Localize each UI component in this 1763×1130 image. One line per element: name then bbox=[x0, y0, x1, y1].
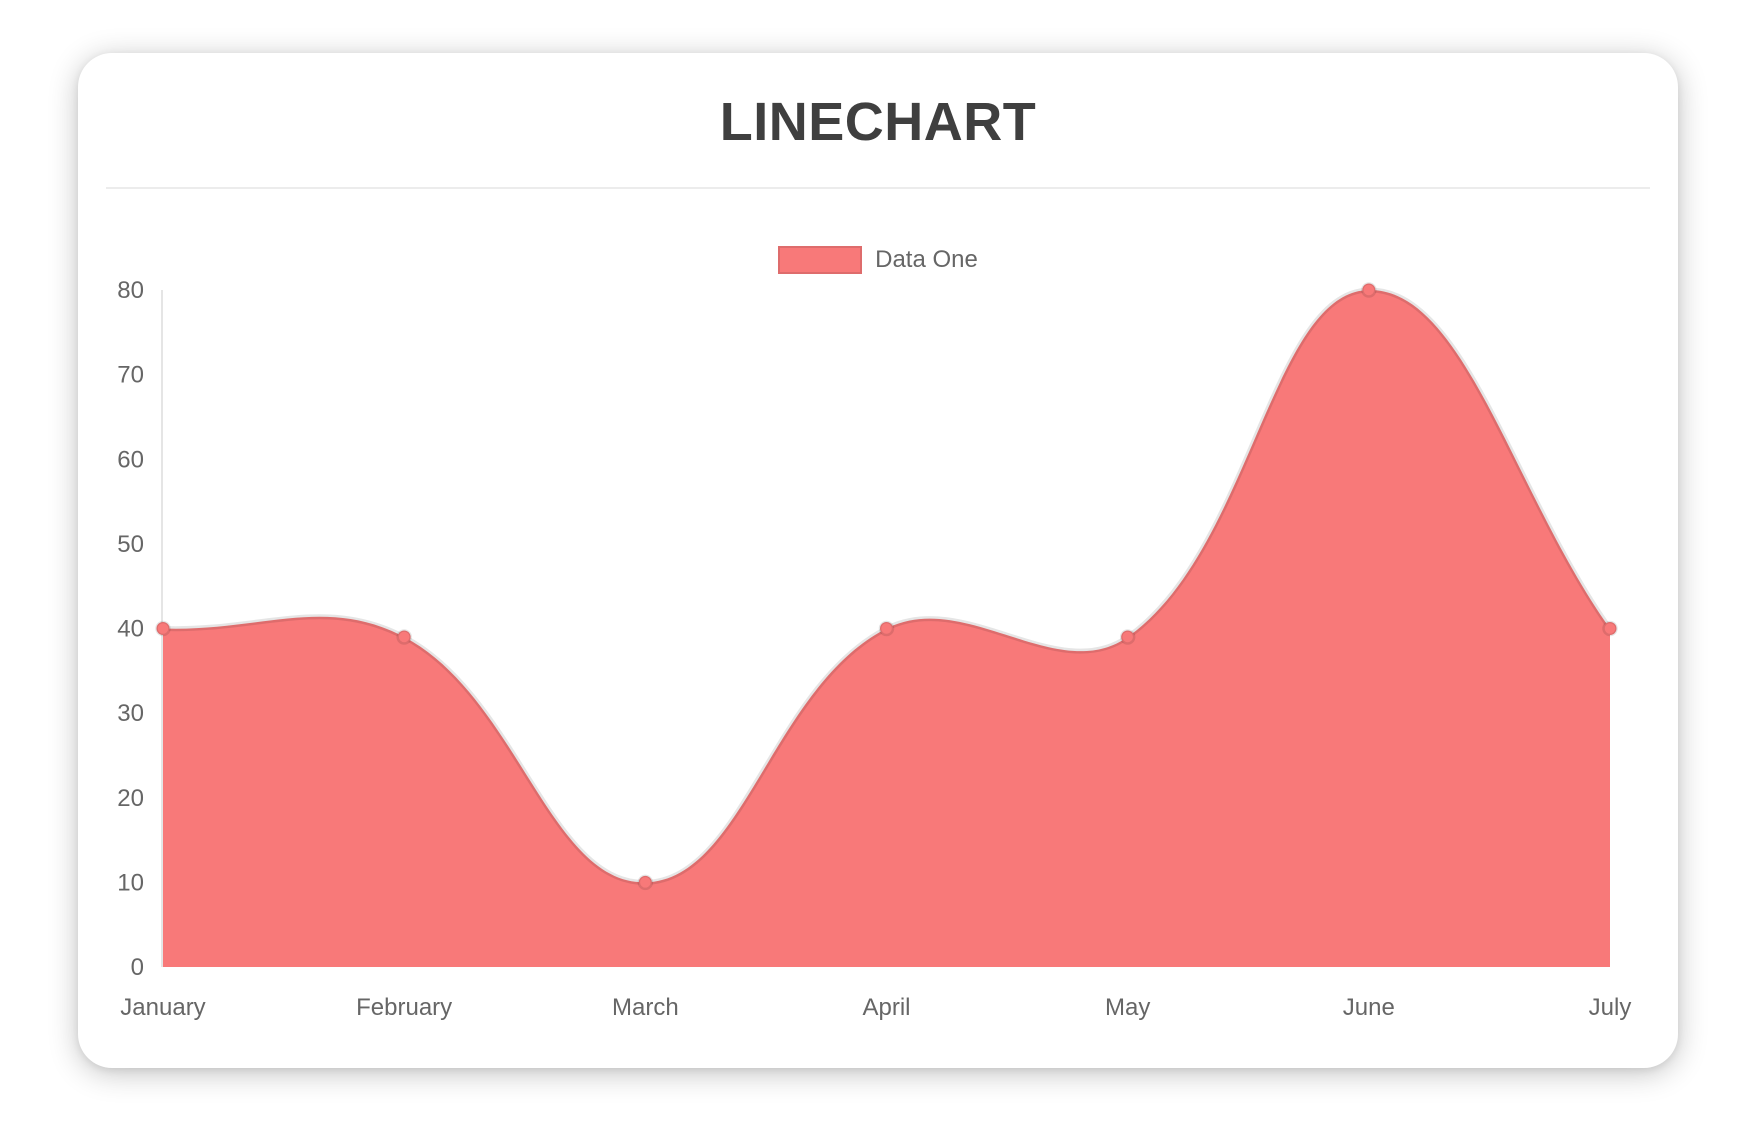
area-fill-data-one bbox=[163, 289, 1610, 967]
data-point-june[interactable] bbox=[1361, 282, 1377, 298]
data-point-january[interactable] bbox=[155, 620, 171, 637]
y-tick-label-20: 20 bbox=[117, 785, 144, 812]
x-tick-label-january: January bbox=[120, 994, 205, 1021]
y-tick-label-50: 50 bbox=[117, 531, 144, 558]
x-tick-label-february: February bbox=[356, 994, 452, 1021]
x-tick-label-april: April bbox=[862, 994, 910, 1021]
data-point-april[interactable] bbox=[878, 620, 895, 637]
data-point-march[interactable] bbox=[637, 874, 654, 891]
data-point-february[interactable] bbox=[396, 629, 412, 645]
series-line-data-one bbox=[162, 287, 1613, 885]
data-point-july[interactable] bbox=[1602, 620, 1618, 637]
legend-color-swatch bbox=[778, 246, 863, 274]
data-point-may[interactable] bbox=[1119, 629, 1136, 645]
x-tick-label-march: March bbox=[612, 994, 679, 1021]
y-tick-label-40: 40 bbox=[117, 616, 144, 643]
chart-card: LINECHART Data One 0 10 20 30 40 50 60 70 80 Janu… bbox=[78, 53, 1678, 1068]
x-tick-label-july: July bbox=[1589, 994, 1632, 1021]
y-tick-label-60: 60 bbox=[117, 446, 144, 473]
legend-label: Data One bbox=[875, 246, 978, 273]
y-tick-label-70: 70 bbox=[117, 362, 144, 389]
y-tick-label-0: 0 bbox=[131, 954, 144, 981]
chart-legend[interactable]: Data One bbox=[78, 246, 1678, 274]
x-tick-label-may: May bbox=[1105, 994, 1150, 1021]
line-chart-canvas[interactable]: 0 10 20 30 40 50 60 70 80 January February March Apr… bbox=[78, 53, 1678, 1068]
x-tick-label-june: June bbox=[1343, 994, 1395, 1021]
title-divider bbox=[106, 187, 1650, 189]
y-tick-label-10: 10 bbox=[117, 869, 144, 896]
y-tick-label-80: 80 bbox=[117, 277, 144, 304]
page-title: LINECHART bbox=[719, 92, 1037, 152]
y-tick-label-30: 30 bbox=[117, 700, 144, 727]
